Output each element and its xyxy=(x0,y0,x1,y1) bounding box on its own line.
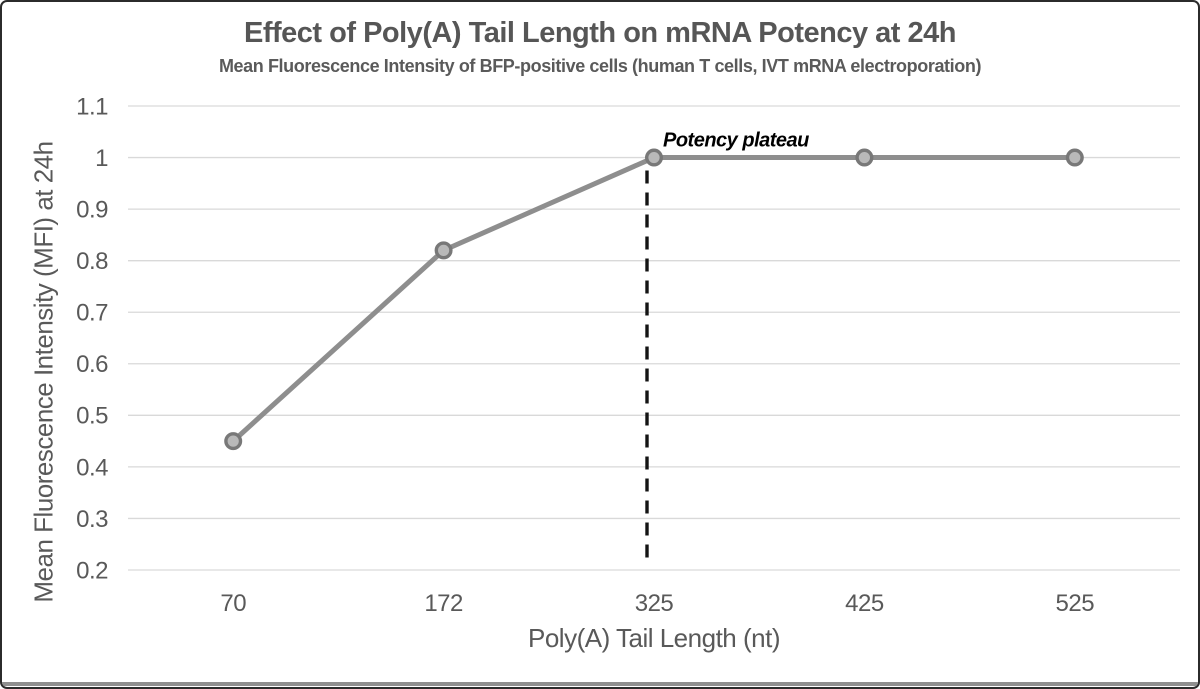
x-tick-label: 172 xyxy=(424,590,463,617)
y-tick-label: 1.1 xyxy=(76,93,108,120)
bottom-frame-bar xyxy=(2,682,1198,686)
y-tick-label: 0.6 xyxy=(76,351,108,378)
x-tick-label: 70 xyxy=(220,590,246,617)
series-line xyxy=(230,155,1078,444)
y-tick-label: 0.9 xyxy=(76,197,108,224)
chart-title: Effect of Poly(A) Tail Length on mRNA Po… xyxy=(244,17,956,49)
y-tick-label: 0.8 xyxy=(76,248,108,275)
data-point-marker xyxy=(855,148,874,167)
y-tick-label: 0.2 xyxy=(76,557,108,584)
x-axis-title: Poly(A) Tail Length (nt) xyxy=(528,623,780,653)
y-tick-label: 0.4 xyxy=(76,454,108,481)
chart-subtitle: Mean Fluorescence Intensity of BFP-posit… xyxy=(218,56,982,76)
annotation-potency-plateau: Potency plateau xyxy=(663,130,809,152)
y-tick-label: 0.3 xyxy=(76,506,108,533)
x-tick-label: 325 xyxy=(635,590,674,617)
x-tick-label: 425 xyxy=(845,590,884,617)
data-point-marker xyxy=(224,432,243,451)
y-tick-label: 1 xyxy=(95,145,108,172)
data-point-marker xyxy=(1065,148,1084,167)
data-point-marker xyxy=(434,241,453,260)
y-tick-label: 0.5 xyxy=(76,403,108,430)
data-point-marker xyxy=(645,148,664,167)
y-tick-label: 0.7 xyxy=(76,300,108,327)
x-tick-label: 525 xyxy=(1056,590,1095,617)
